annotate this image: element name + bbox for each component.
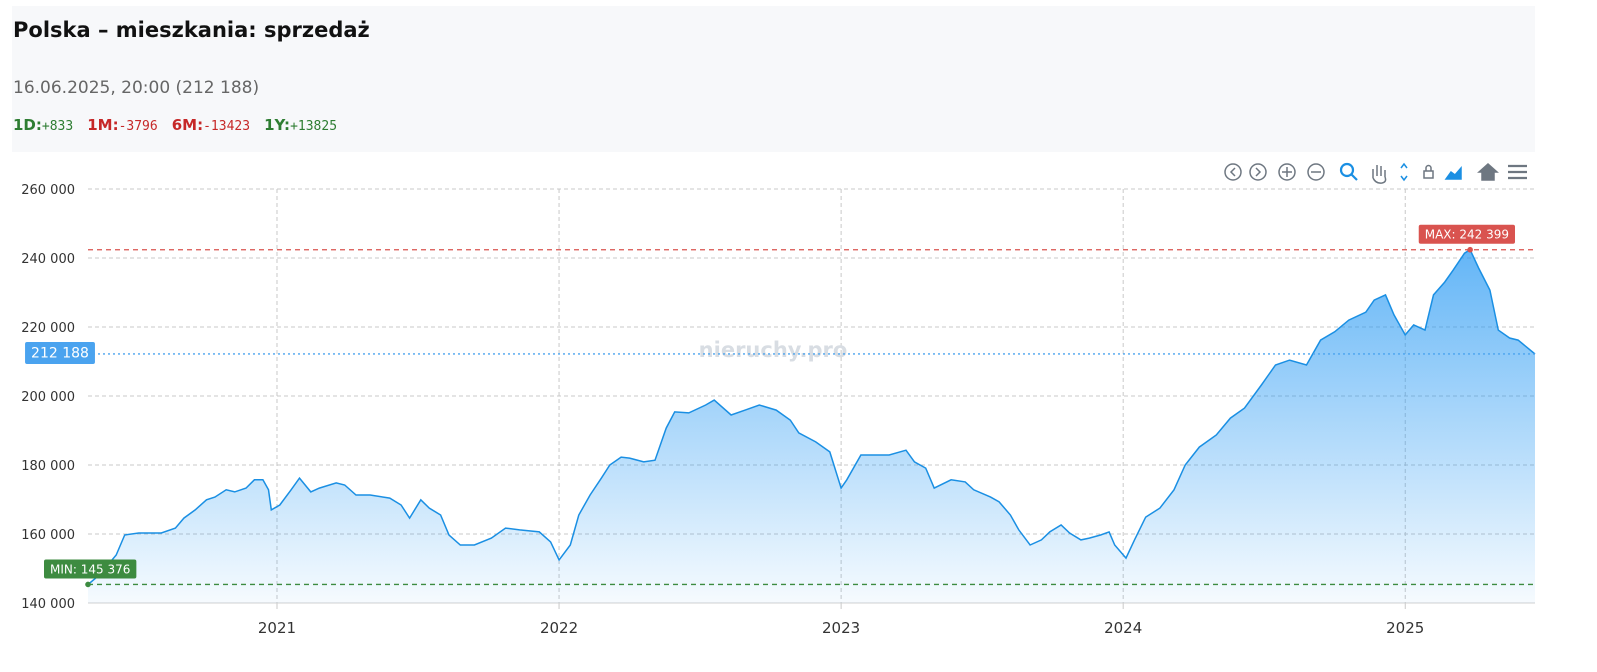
lock-button[interactable] — [1423, 164, 1434, 179]
stat-label: 6M: — [171, 116, 204, 134]
annotation-box — [44, 559, 137, 579]
stats-row: 1D:+833 1M:-3796 6M:-13423 1Y:+13825 — [13, 116, 351, 134]
x-tick-label: 2021 — [258, 619, 296, 637]
stat-label: 1M: — [87, 116, 119, 134]
x-tick-label: 2024 — [1104, 619, 1142, 637]
extreme-point — [85, 581, 91, 588]
y-tick-label: 160 000 — [21, 528, 75, 543]
y-tick-label: 240 000 — [21, 252, 75, 267]
header-panel: Polska – mieszkania: sprzedaż 16.06.2025… — [12, 6, 1535, 152]
stat: 1M:-3796 — [87, 116, 158, 134]
annotation-text: MAX: 242 399 — [1425, 228, 1509, 242]
annotation-label: 212 188 — [25, 341, 95, 364]
stat: 6M:-13423 — [172, 116, 250, 134]
annotation-label: MIN: 145 376 — [44, 559, 137, 579]
subtitle: 16.06.2025, 20:00 (212 188) — [13, 78, 260, 98]
zoom-select-button[interactable] — [1339, 162, 1358, 181]
toolbar — [1224, 162, 1527, 184]
stat: 1Y:+13825 — [264, 116, 337, 134]
page-title: Polska – mieszkania: sprzedaż — [13, 18, 370, 42]
extreme-point — [1467, 246, 1473, 253]
area — [88, 249, 1535, 603]
pan-button[interactable] — [1372, 165, 1387, 184]
stat-label: 1Y: — [264, 116, 291, 134]
watermark: nieruchy.pro — [699, 338, 848, 362]
zoom-out-button[interactable] — [1307, 163, 1325, 181]
reset-y-button[interactable] — [1400, 162, 1408, 182]
pan-right-button[interactable] — [1249, 163, 1267, 181]
annotation-text: 212 188 — [31, 345, 89, 361]
area-toggle-button[interactable] — [1444, 165, 1462, 180]
annotation-box — [25, 341, 95, 364]
menu-button[interactable] — [1508, 164, 1527, 180]
x-tick-label: 2025 — [1386, 619, 1424, 637]
stat-value: +13825 — [290, 119, 338, 134]
home-button[interactable] — [1477, 162, 1499, 181]
y-tick-label: 180 000 — [21, 459, 75, 474]
stat-value: -3796 — [118, 119, 158, 134]
zoom-in-button[interactable] — [1278, 163, 1296, 181]
stat-value: -13423 — [203, 119, 251, 134]
x-tick-label: 2022 — [540, 619, 578, 637]
stat: 1D:+833 — [13, 116, 73, 134]
line — [87, 248, 1536, 586]
annotation-label: MAX: 242 399 — [1418, 224, 1515, 244]
y-tick-label: 200 000 — [21, 390, 75, 405]
y-tick-label: 220 000 — [21, 321, 75, 336]
y-tick-label: 260 000 — [21, 183, 75, 198]
pan-left-button[interactable] — [1224, 163, 1242, 181]
annotation-text: MIN: 145 376 — [50, 562, 130, 576]
annotation-box — [1418, 224, 1515, 244]
stat-label: 1D: — [13, 116, 42, 134]
y-tick-label: 140 000 — [21, 597, 75, 612]
x-tick-label: 2023 — [822, 619, 860, 637]
stat-value: +833 — [41, 119, 74, 134]
